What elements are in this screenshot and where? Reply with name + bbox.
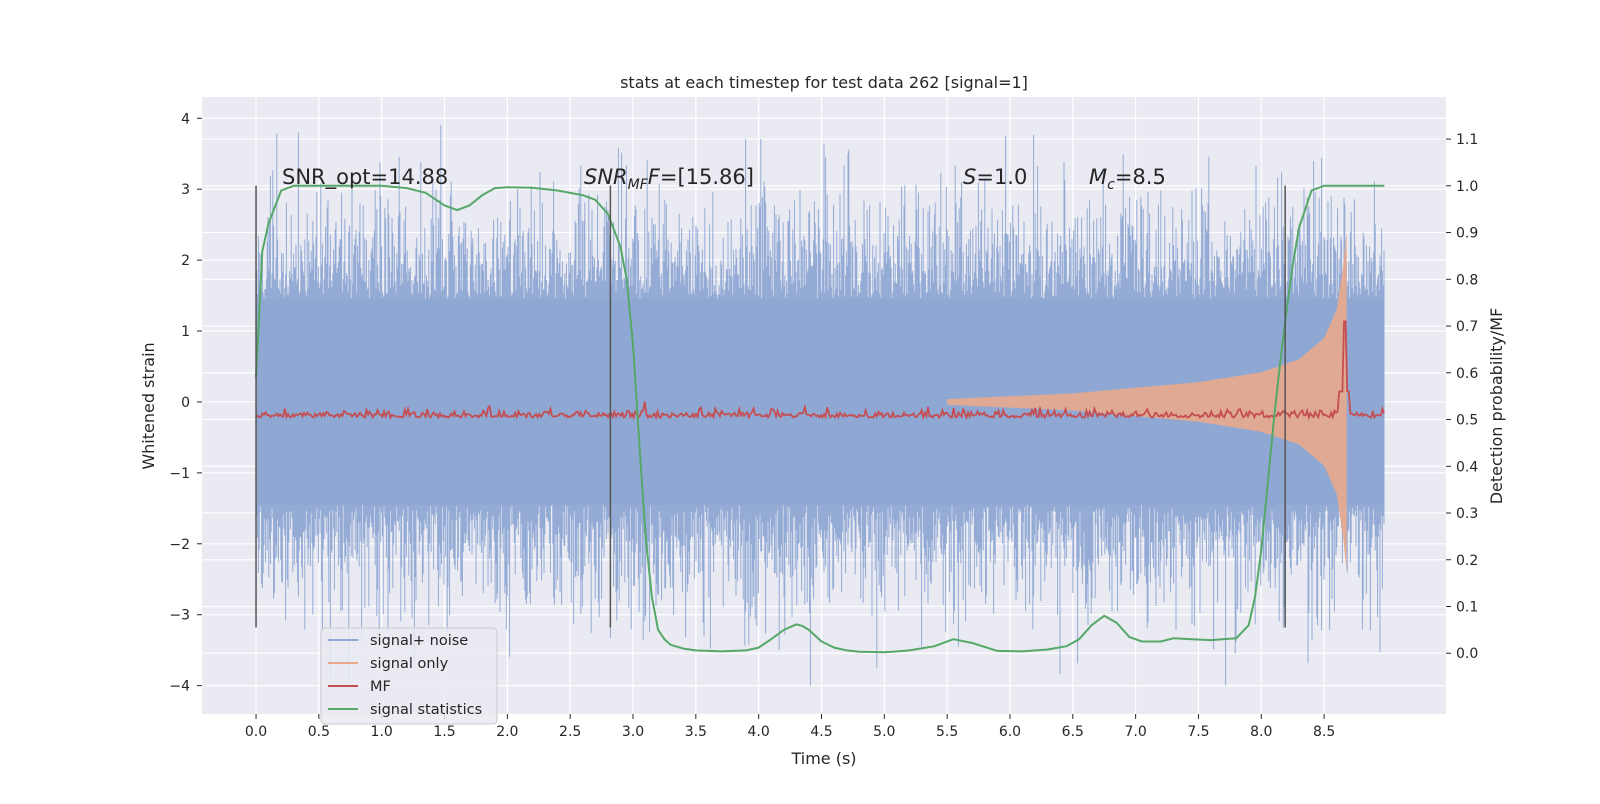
y-tick-label-right: 0.1 [1456,599,1478,615]
legend-label-mf: MF [370,679,391,695]
y-tick-label-right: 0.0 [1456,646,1478,662]
annotation-s: S=1.0 [963,165,1027,189]
y-tick-label-left: 0 [181,395,190,411]
y-tick-label-right: 1.1 [1456,132,1478,148]
x-tick-label: 6.0 [999,724,1021,740]
x-tick-label: 5.0 [873,724,895,740]
annotation-snr-opt: SNR_opt=14.88 [282,165,448,190]
x-tick-label: 8.5 [1313,724,1335,740]
annotation-mc: Mc=8.5 [1089,165,1166,193]
x-tick-label: 2.5 [559,724,581,740]
x-tick-label: 2.0 [496,724,518,740]
x-tick-label: 1.5 [433,724,455,740]
legend: signal+ noise signal only MF signal stat… [320,627,498,725]
y-tick-label-right: 0.5 [1456,413,1478,429]
x-tick-label: 5.5 [936,724,958,740]
y-tick-label-left: 1 [181,324,190,340]
x-tick-label: 7.5 [1187,724,1209,740]
x-tick-label: 1.0 [371,724,393,740]
x-tick-label: 4.0 [748,724,770,740]
x-tick-label: 4.5 [810,724,832,740]
y-tick-label-right: 0.2 [1456,553,1478,569]
y-tick-label-right: 0.6 [1456,366,1478,382]
y-tick-label-left: 4 [181,111,190,127]
legend-label-signal-only: signal only [370,656,449,672]
y-tick-label-right: 0.3 [1456,506,1478,522]
x-tick-label: 7.0 [1124,724,1146,740]
x-tick-label: 3.5 [685,724,707,740]
signal-only-series [947,231,1347,573]
y-tick-label-left: 3 [181,182,190,198]
vertical-lines [255,185,1286,628]
axes: 0.0 0.5 1.0 1.5 2.0 2.5 3.0 3.5 4.0 4.5 5.0 5.5 6.0 6… [169,111,1478,740]
y-tick-label-right: 0.8 [1456,272,1478,288]
series-layer [255,125,1385,686]
mf-series [255,320,1385,421]
y-axis-label-right: Detection probability/MF [1487,308,1506,505]
y-tick-label-left: −4 [169,679,190,695]
y-tick-label-left: −3 [169,608,190,624]
x-tick-label: 0.5 [308,724,330,740]
x-tick-label: 0.0 [245,724,267,740]
x-tick-label: 8.0 [1250,724,1272,740]
x-tick-label: 6.5 [1062,724,1084,740]
legend-label-signal-statistics: signal statistics [370,702,482,718]
legend-box [320,627,498,725]
chart-title: stats at each timestep for test data 262… [620,73,1028,92]
y-tick-label-left: −1 [169,466,190,482]
y-tick-label-right: 0.9 [1456,226,1478,242]
y-tick-label-left: 2 [181,253,190,269]
signal-statistics-series [255,184,1385,654]
y-tick-label-right: 0.4 [1456,459,1478,475]
x-tick-label: 3.0 [622,724,644,740]
y-tick-label-left: −2 [169,537,190,553]
y-tick-label-right: 0.7 [1456,319,1478,335]
y-tick-label-right: 1.0 [1456,179,1478,195]
y-axis-label-left: Whitened strain [139,342,158,469]
x-axis-label: Time (s) [790,749,856,768]
legend-label-signal-noise: signal+ noise [370,633,468,649]
annotation-snr-mf: SNRMFF=[15.86] [584,165,754,193]
